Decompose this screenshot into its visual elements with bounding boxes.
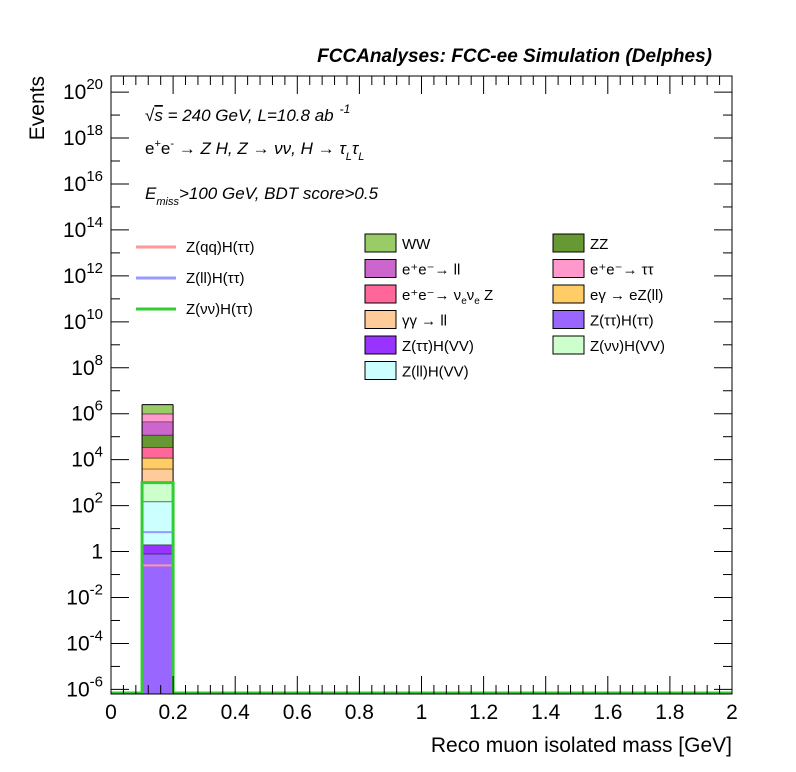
bar-segment-4	[142, 468, 174, 483]
legend-label: Z(qq)H(ττ)	[186, 239, 255, 256]
x-tick-label: 0	[105, 701, 117, 724]
y-tick-label: 1	[91, 541, 103, 564]
legend-signals: Z(qq)H(ττ) Z(ll)H(ττ) Z(νν)H(ττ)	[136, 239, 255, 318]
legend-swatch-8	[364, 335, 397, 355]
annotation-cuts: Emiss>100 GeV, BDT score>0.5	[145, 184, 379, 208]
y-axis-label: Events	[26, 76, 49, 140]
legend-label: Z(ττ)H(VV)	[402, 338, 474, 355]
x-tick-label: 1.8	[655, 701, 684, 724]
x-tick-label: 0.6	[283, 701, 312, 724]
legend-swatch-7	[552, 310, 585, 329]
signal-line-2	[111, 481, 732, 695]
x-tick-label: 1	[416, 701, 428, 724]
x-tick-label: 1.2	[469, 701, 498, 724]
sqrt-symbol: √	[145, 106, 155, 125]
bar-segment-3	[142, 482, 174, 502]
legend-label: Z(νν)H(ττ)	[186, 301, 253, 318]
chart-title: FCCAnalyses: FCC-ee Simulation (Delphes)	[317, 46, 712, 67]
legend-swatch-0	[364, 233, 397, 253]
legend-swatch-10	[364, 361, 397, 380]
svg-text:e+e- → Z H, Z → νν, H → τLτL: e+e- → Z H, Z → νν, H → τLτL	[145, 138, 364, 163]
x-tick-label: 1.6	[593, 701, 622, 724]
x-axis: 0 0.2 0.4 0.6 0.8 1 1.2 1.4 1.6 1.8 2	[105, 76, 738, 724]
y-axis: 1020 1018 1016 1014 1012 1010 108 106 104 102 1 10-…	[63, 76, 732, 701]
legend-swatch-4	[364, 284, 397, 304]
bar-segment-1	[142, 544, 174, 554]
bar-segment-10	[142, 404, 174, 414]
x-tick-label: 2	[726, 701, 738, 724]
bar-segment-0	[142, 553, 174, 694]
legend-label: e⁺e⁻→ νeνe Z	[402, 287, 493, 307]
bar-segment-8	[142, 421, 174, 435]
legend-label: Z(ll)H(VV)	[402, 364, 469, 381]
stacked-bars	[141, 404, 174, 694]
legend-swatch-3	[552, 259, 585, 278]
svg-text:Emiss>100 GeV, BDT score>0.5: Emiss>100 GeV, BDT score>0.5	[145, 184, 379, 208]
y-tick-label: 108	[71, 352, 103, 380]
y-tick-label: 1020	[63, 76, 103, 104]
legend-label: Z(ll)H(ττ)	[186, 270, 245, 287]
legend-swatch-5	[552, 284, 585, 304]
x-tick-label: 0.2	[158, 701, 187, 724]
legend-label: γγ → ll	[402, 313, 447, 330]
signal-lines	[111, 481, 732, 695]
y-tick-label: 1016	[63, 168, 103, 196]
y-tick-label: 10-6	[66, 673, 103, 701]
legend-label: eγ → eZ(ll)	[590, 287, 663, 304]
y-tick-label: 102	[71, 490, 103, 518]
legend-label: ZZ	[590, 236, 608, 253]
legend-label: Z(ττ)H(ττ)	[590, 313, 654, 330]
svg-text:√s = 240 GeV, L=10.8 ab-1: √s = 240 GeV, L=10.8 ab -1	[145, 102, 350, 125]
legend-swatch-1	[552, 233, 585, 253]
y-tick-label: 106	[71, 398, 103, 426]
sqrt-s: s	[154, 106, 163, 125]
x-axis-label: Reco muon isolated mass [GeV]	[431, 734, 732, 757]
y-tick-label: 10-2	[66, 582, 103, 610]
bar-segment-7	[142, 434, 174, 448]
x-tick-label: 1.4	[531, 701, 561, 724]
y-tick-label: 1014	[63, 214, 103, 242]
annotation-process: e+e- → Z H, Z → νν, H → τLτL	[145, 138, 364, 163]
legend-swatch-6	[364, 310, 397, 329]
legend-label: e⁺e⁻→ ll	[402, 262, 460, 279]
y-tick-label: 1012	[63, 260, 103, 288]
x-tick-label: 0.8	[345, 701, 374, 724]
legend-backgrounds: WW ZZ e⁺e⁻→ ll e⁺e⁻→ ττ e⁺e⁻→ νeνe Z eγ → eZ(…	[364, 233, 665, 381]
y-tick-label: 1010	[63, 306, 103, 334]
legend-label: e⁺e⁻→ ττ	[590, 262, 654, 279]
legend-label: WW	[402, 236, 431, 253]
y-tick-label: 104	[71, 444, 103, 472]
legend-swatch-2	[364, 259, 397, 278]
bar-segment-9	[142, 413, 174, 422]
bar-segment-5	[142, 457, 174, 469]
legend-label: Z(νν)H(VV)	[590, 338, 665, 355]
x-tick-label: 0.4	[221, 701, 251, 724]
bar-segment-6	[142, 447, 174, 458]
y-tick-label: 1018	[63, 122, 103, 150]
bar-segment-2	[142, 501, 174, 545]
legend-swatch-9	[552, 335, 585, 355]
y-tick-label: 10-4	[66, 627, 103, 655]
annotation-energy: √s = 240 GeV, L=10.8 ab -1	[145, 102, 350, 125]
